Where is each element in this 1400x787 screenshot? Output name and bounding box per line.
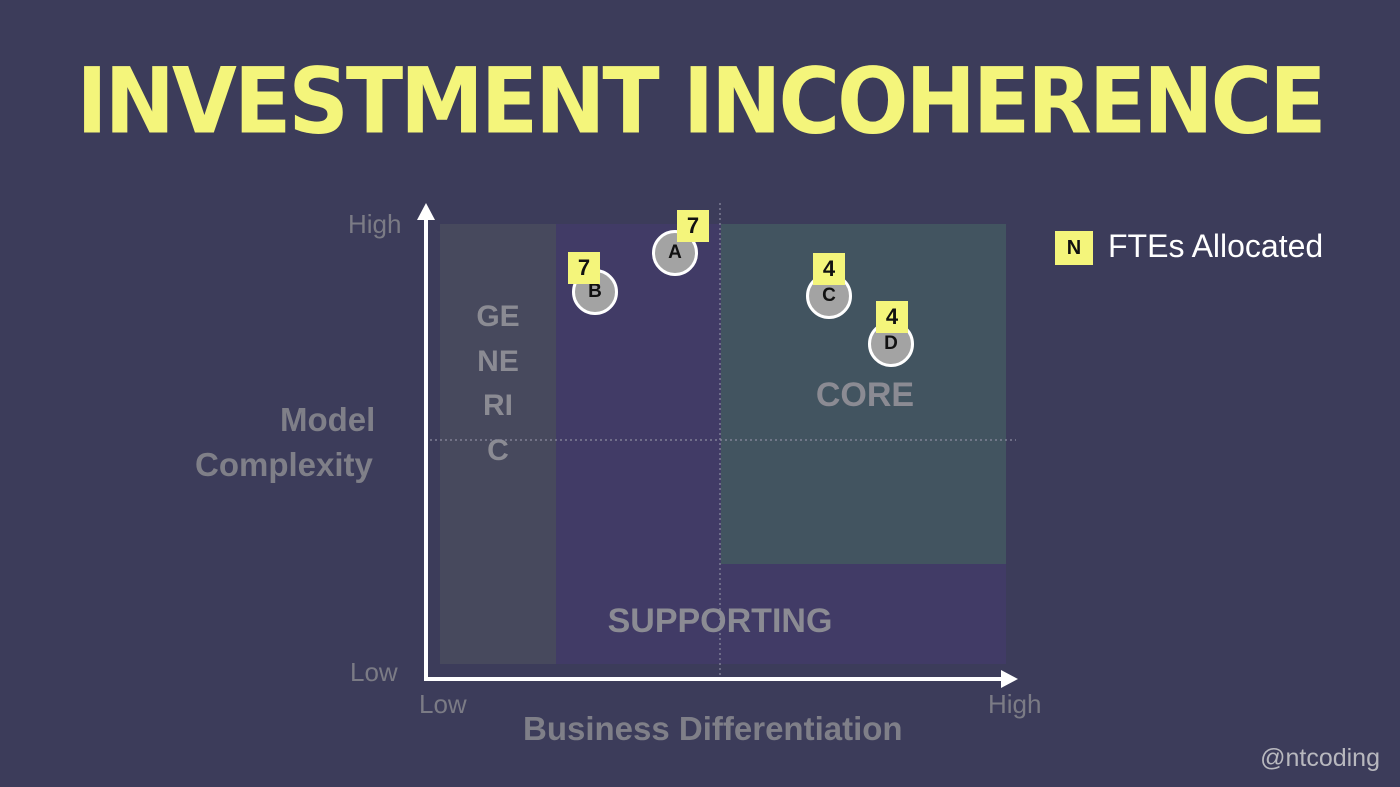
legend-symbol: N [1055,231,1093,265]
y-axis-high: High [348,209,402,239]
x-axis-arrow [1001,670,1018,688]
y-axis-title-line1: Model [280,401,376,438]
fte-badge-d: 4 [876,301,908,333]
fte-badge-c: 4 [813,253,845,285]
x-axis-title: Business Differentiation [523,710,903,747]
x-axis-high: High [988,689,1042,719]
supporting-region-lower [721,564,1006,664]
y-axis-title-line2: Complexity [195,446,373,483]
legend-label: FTEs Allocated [1108,228,1324,264]
x-axis-low: Low [419,689,467,719]
core-region [721,224,1006,564]
fte-badge-a: 7 [677,210,709,242]
y-axis-arrow [417,203,435,220]
marker-b: B [572,269,618,315]
slide-title: INVESTMENT INCOHERENCE [76,48,1326,154]
core-label: CORE [815,376,915,414]
generic-region [440,224,556,664]
fte-badge-b: 7 [568,252,600,284]
generic-label: GENERIC [476,300,520,467]
y-axis-low: Low [350,657,398,687]
credit-handle: @ntcoding [1260,744,1380,772]
